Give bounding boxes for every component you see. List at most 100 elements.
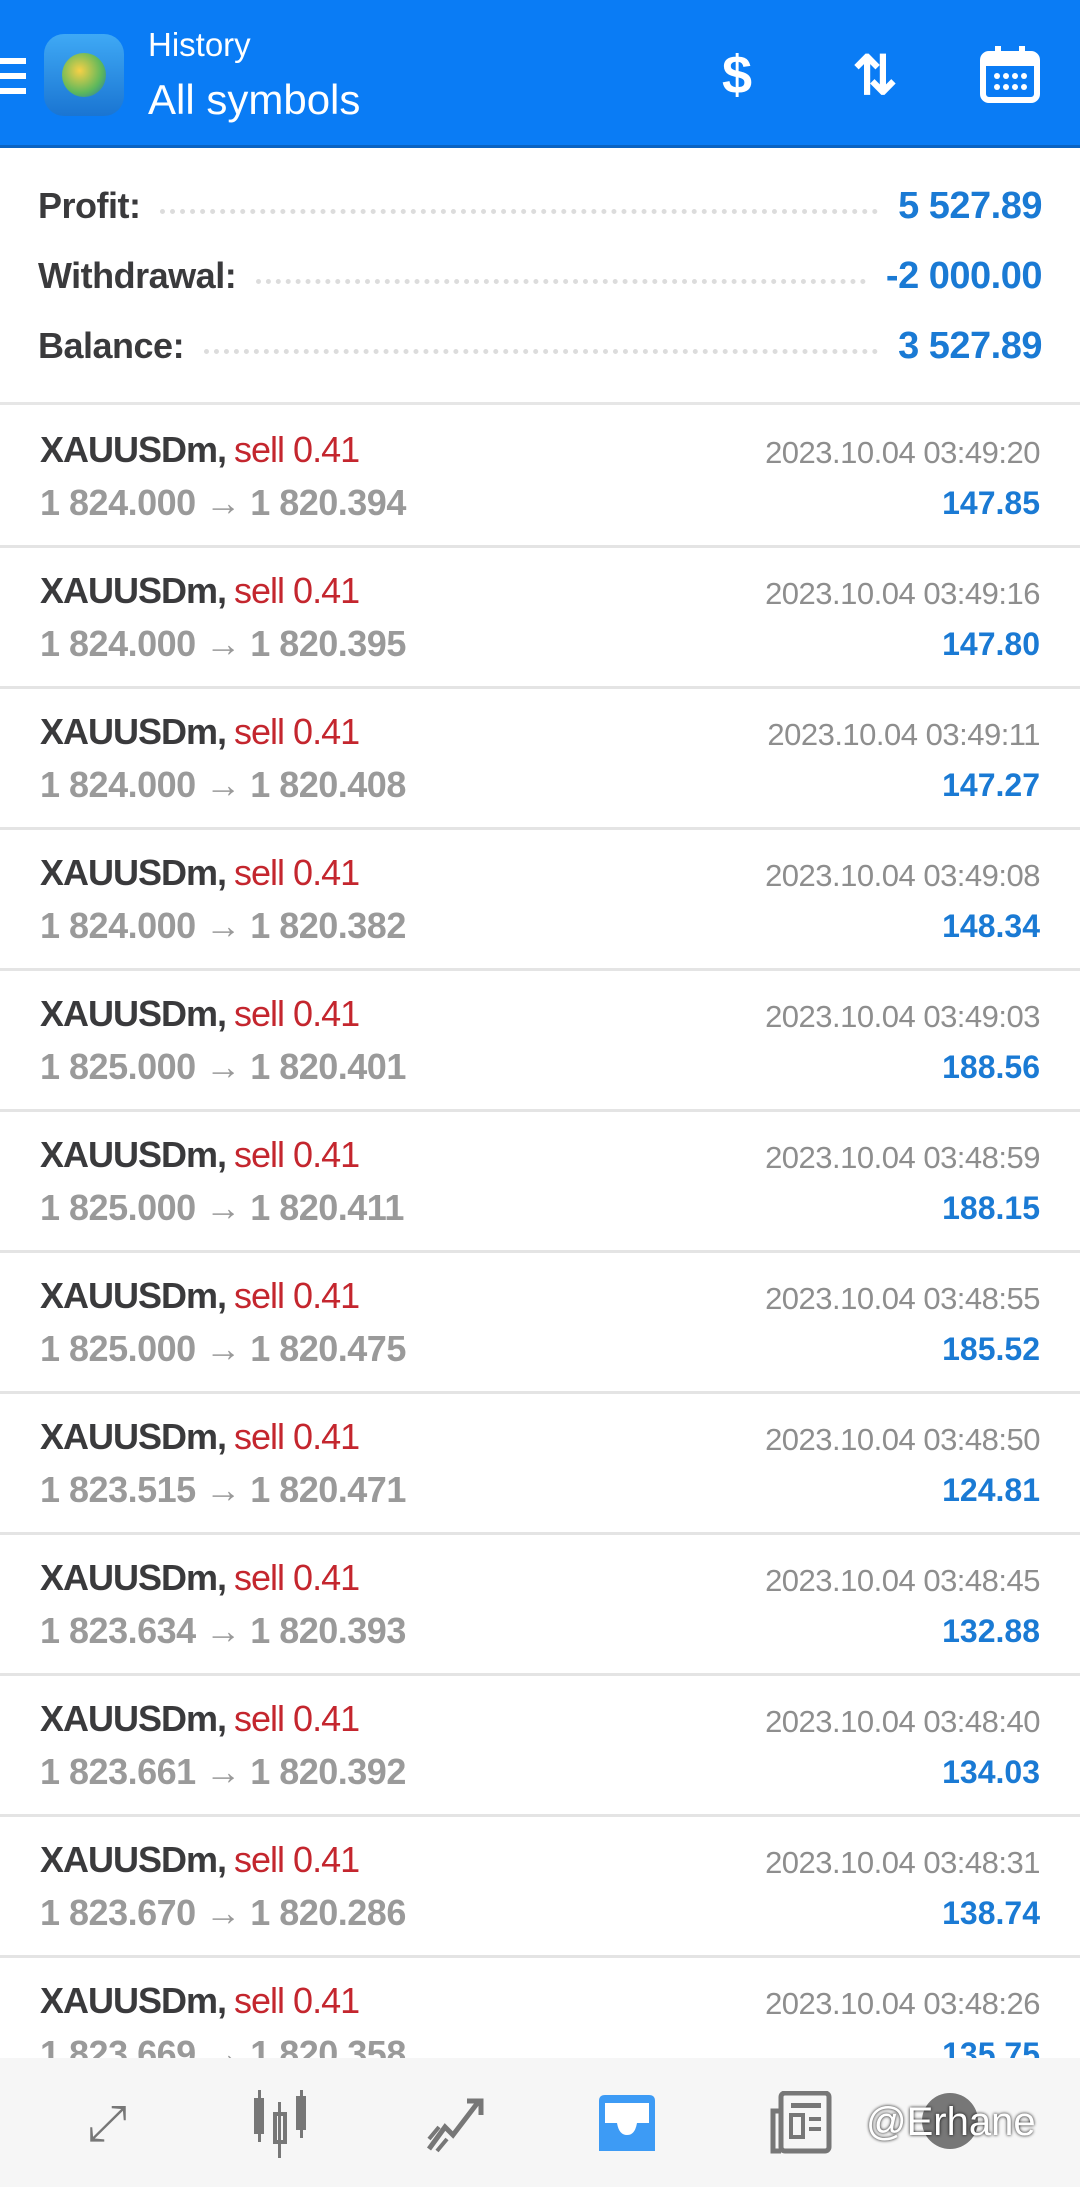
deal-symbol: XAUUSDm, sell 0.41	[40, 1416, 360, 1458]
symbol-name: XAUUSDm,	[40, 1134, 227, 1175]
currency-exchange-icon[interactable]: $	[721, 45, 753, 105]
arrow-icon: →	[205, 1187, 241, 1228]
summary-profit: Profit: 5 527.89	[38, 181, 1042, 231]
deal-symbol: XAUUSDm, sell 0.41	[40, 1698, 360, 1740]
deal-time: 2023.10.04 03:48:31	[765, 1845, 1040, 1880]
deal-prices: 1 823.670 → 1 820.286	[40, 1892, 406, 1934]
close-price: 1 820.382	[250, 905, 406, 946]
deal-row[interactable]: XAUUSDm, sell 0.41 1 823.661 → 1 820.392 …	[0, 1676, 1080, 1817]
deal-row[interactable]: XAUUSDm, sell 0.41 1 824.000 → 1 820.382 …	[0, 830, 1080, 971]
arrow-icon: →	[205, 482, 241, 523]
arrow-icon: →	[205, 1328, 241, 1369]
deal-prices: 1 825.000 → 1 820.411	[40, 1187, 404, 1229]
deal-time: 2023.10.04 03:48:55	[765, 1281, 1040, 1316]
symbol-name: XAUUSDm,	[40, 852, 227, 893]
deal-profit: 147.85	[942, 485, 1040, 521]
deal-prices: 1 825.000 → 1 820.401	[40, 1046, 406, 1088]
summary-value: 5 527.89	[898, 184, 1042, 227]
arrow-icon: →	[205, 905, 241, 946]
news-icon[interactable]	[766, 2088, 836, 2158]
close-price: 1 820.411	[250, 1187, 404, 1228]
deal-row[interactable]: XAUUSDm, sell 0.41 1 825.000 → 1 820.411 …	[0, 1112, 1080, 1253]
open-price: 1 824.000	[40, 905, 196, 946]
summary-value: 3 527.89	[898, 324, 1042, 367]
deal-symbol: XAUUSDm, sell 0.41	[40, 1275, 360, 1317]
close-price: 1 820.392	[250, 1751, 406, 1792]
deal-side: sell 0.41	[234, 1698, 360, 1739]
deal-prices: 1 824.000 → 1 820.408	[40, 764, 406, 806]
symbol-name: XAUUSDm,	[40, 1698, 227, 1739]
quotes-icon[interactable]: ⤢	[87, 2094, 127, 2151]
deal-time: 2023.10.04 03:48:59	[765, 1140, 1040, 1175]
deal-row[interactable]: XAUUSDm, sell 0.41 1 823.634 → 1 820.393 …	[0, 1535, 1080, 1676]
deal-symbol: XAUUSDm, sell 0.41	[40, 1839, 360, 1881]
deal-side: sell 0.41	[234, 711, 360, 752]
open-price: 1 824.000	[40, 764, 196, 805]
menu-icon[interactable]	[0, 58, 26, 103]
summary-label: Profit:	[38, 185, 141, 226]
deal-prices: 1 823.661 → 1 820.392	[40, 1751, 406, 1793]
symbol-name: XAUUSDm,	[40, 1557, 227, 1598]
close-price: 1 820.475	[250, 1328, 406, 1369]
deal-time: 2023.10.04 03:49:08	[765, 858, 1040, 893]
summary-value: -2 000.00	[885, 254, 1043, 297]
symbol-name: XAUUSDm,	[40, 1839, 227, 1880]
open-price: 1 824.000	[40, 623, 196, 664]
app-logo[interactable]	[44, 34, 124, 116]
open-price: 1 823.515	[40, 1469, 196, 1510]
deal-row[interactable]: XAUUSDm, sell 0.41 1 824.000 → 1 820.408 …	[0, 689, 1080, 830]
app-header: History All symbols $ ⇅	[0, 0, 1080, 148]
close-price: 1 820.471	[250, 1469, 406, 1510]
deal-time: 2023.10.04 03:48:26	[765, 1986, 1040, 2021]
deal-row[interactable]: XAUUSDm, sell 0.41 1 824.000 → 1 820.395 …	[0, 548, 1080, 689]
summary-label: Withdrawal:	[38, 255, 237, 296]
deal-prices: 1 823.515 → 1 820.471	[40, 1469, 406, 1511]
close-price: 1 820.408	[250, 764, 406, 805]
deal-side: sell 0.41	[234, 1839, 360, 1880]
deal-row[interactable]: XAUUSDm, sell 0.41 1 823.515 → 1 820.471 …	[0, 1394, 1080, 1535]
arrow-icon: →	[205, 1892, 241, 1933]
deal-profit: 147.80	[942, 626, 1040, 662]
history-icon[interactable]	[592, 2088, 662, 2158]
deal-prices: 1 825.000 → 1 820.475	[40, 1328, 406, 1370]
sort-icon[interactable]: ⇅	[852, 45, 898, 106]
deal-side: sell 0.41	[234, 1416, 360, 1457]
deal-time: 2023.10.04 03:48:45	[765, 1563, 1040, 1598]
deal-side: sell 0.41	[234, 1980, 360, 2021]
dot-leader	[256, 278, 866, 284]
symbol-name: XAUUSDm,	[40, 570, 227, 611]
arrow-icon: →	[205, 1046, 241, 1087]
deal-time: 2023.10.04 03:49:03	[765, 999, 1040, 1034]
calendar-icon[interactable]	[975, 40, 1045, 110]
open-price: 1 823.634	[40, 1610, 196, 1651]
deal-side: sell 0.41	[234, 993, 360, 1034]
open-price: 1 824.000	[40, 482, 196, 523]
deal-row[interactable]: XAUUSDm, sell 0.41 1 825.000 → 1 820.401 …	[0, 971, 1080, 1112]
close-price: 1 820.401	[250, 1046, 406, 1087]
chart-icon[interactable]	[245, 2088, 315, 2158]
deal-side: sell 0.41	[234, 1557, 360, 1598]
symbol-name: XAUUSDm,	[40, 1416, 227, 1457]
open-price: 1 823.661	[40, 1751, 196, 1792]
deal-time: 2023.10.04 03:48:40	[765, 1704, 1040, 1739]
deal-row[interactable]: XAUUSDm, sell 0.41 1 825.000 → 1 820.475 …	[0, 1253, 1080, 1394]
header-title[interactable]: All symbols	[148, 76, 361, 123]
trade-icon[interactable]	[420, 2088, 490, 2158]
deal-symbol: XAUUSDm, sell 0.41	[40, 1134, 360, 1176]
bottom-nav: ⤢	[0, 2058, 1080, 2187]
deals-list: XAUUSDm, sell 0.41 1 824.000 → 1 820.394 …	[0, 407, 1080, 2099]
deal-symbol: XAUUSDm, sell 0.41	[40, 1557, 360, 1599]
deal-row[interactable]: XAUUSDm, sell 0.41 1 824.000 → 1 820.394 …	[0, 407, 1080, 548]
summary-label: Balance:	[38, 325, 185, 366]
chat-icon[interactable]	[915, 2088, 985, 2158]
deal-symbol: XAUUSDm, sell 0.41	[40, 570, 360, 612]
deal-row[interactable]: XAUUSDm, sell 0.41 1 823.670 → 1 820.286 …	[0, 1817, 1080, 1958]
deal-symbol: XAUUSDm, sell 0.41	[40, 993, 360, 1035]
arrow-icon: →	[205, 1469, 241, 1510]
arrow-icon: →	[205, 1610, 241, 1651]
deal-side: sell 0.41	[234, 1134, 360, 1175]
deal-time: 2023.10.04 03:49:20	[765, 435, 1040, 470]
arrow-icon: →	[205, 623, 241, 664]
deal-profit: 138.74	[942, 1895, 1040, 1931]
deal-profit: 148.34	[942, 908, 1040, 944]
